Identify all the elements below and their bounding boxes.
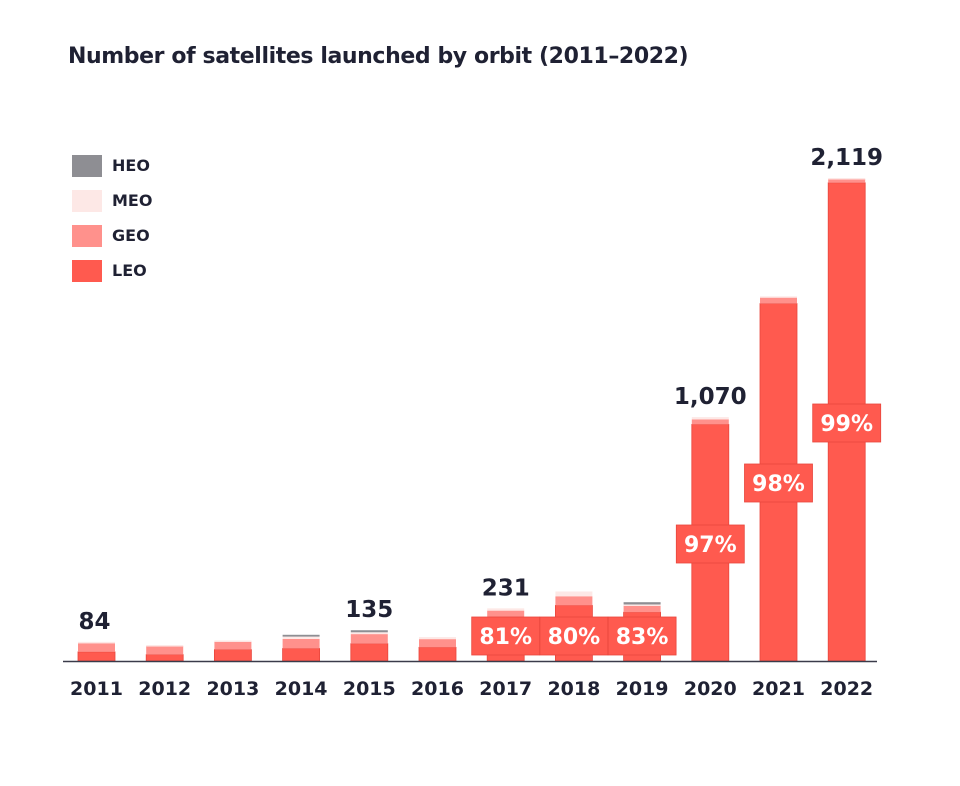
x-tick-label: 2016 [411, 678, 464, 700]
bar-segment-heo-2019 [623, 602, 661, 605]
bar-segment-leo-2011 [77, 651, 116, 662]
leo-share-label-2017: 81% [479, 625, 532, 650]
bar-segment-meo-2011 [78, 641, 115, 644]
legend-item-geo: GEO [72, 218, 152, 253]
bar-segment-meo-2013 [214, 640, 252, 642]
x-tick-label: 2021 [752, 678, 805, 700]
leo-share-label-2022: 99% [820, 412, 873, 437]
bar-segment-geo-2021 [760, 297, 797, 304]
bar-segment-geo-2019 [623, 605, 661, 613]
bar-segment-leo-2013 [213, 649, 252, 662]
legend-swatch-heo [72, 154, 102, 177]
bar-segment-meo-2020 [691, 417, 729, 420]
x-tick-label: 2013 [206, 678, 259, 700]
x-tick-label: 2020 [684, 678, 737, 700]
x-tick-label: 2018 [547, 678, 600, 700]
total-label-2017: 231 [482, 575, 530, 601]
legend-label-leo: LEO [112, 261, 147, 280]
bar-segment-meo-2022 [828, 178, 866, 180]
bar-segment-geo-2014 [282, 638, 320, 649]
bar-segment-heo-2014 [282, 634, 320, 637]
bar-segment-leo-2014 [282, 648, 321, 662]
x-tick-label: 2022 [820, 678, 873, 700]
total-label-2015: 135 [345, 597, 393, 623]
bar-segment-meo-2012 [146, 645, 184, 647]
bar-segment-geo-2018 [555, 596, 593, 606]
leo-share-badge-2018 [539, 616, 609, 656]
bar-segment-heo-2015 [350, 630, 388, 633]
legend-label-meo: MEO [112, 191, 153, 210]
bar-segment-geo-2016 [419, 639, 456, 648]
legend-item-heo: HEO [72, 148, 152, 183]
legend-item-meo: MEO [72, 183, 152, 218]
leo-share-label-2019: 83% [616, 625, 669, 650]
legend-item-leo: LEO [72, 253, 152, 288]
leo-share-badge-2021 [744, 463, 813, 503]
bar-segment-meo-2018 [555, 591, 593, 597]
bar-segment-leo-2016 [418, 646, 457, 662]
x-tick-label: 2011 [70, 678, 123, 700]
legend: HEO MEO GEO LEO [72, 148, 152, 288]
bar-segment-meo-2021 [760, 296, 797, 298]
legend-label-heo: HEO [112, 156, 150, 175]
x-tick-label: 2019 [616, 678, 669, 700]
bar-segment-meo-2015 [350, 632, 388, 635]
leo-share-label-2018: 80% [548, 625, 601, 650]
x-tick-label: 2012 [138, 678, 191, 700]
bar-segment-geo-2022 [828, 178, 866, 183]
leo-share-badge-2019 [607, 616, 677, 656]
bar-segment-meo-2019 [623, 604, 661, 606]
bar-segment-geo-2012 [146, 645, 184, 655]
x-tick-label: 2015 [343, 678, 396, 700]
bar-segment-geo-2011 [78, 643, 115, 652]
total-label-2022: 2,119 [810, 145, 883, 171]
leo-share-badge-2022 [812, 403, 882, 443]
bar-segment-meo-2016 [419, 637, 456, 640]
bar-segment-meo-2017 [487, 608, 525, 611]
bar-segment-geo-2015 [350, 634, 388, 644]
total-label-2020: 1,070 [674, 384, 747, 410]
bar-segment-meo-2014 [282, 636, 320, 639]
x-tick-label: 2014 [275, 678, 328, 700]
legend-label-geo: GEO [112, 226, 150, 245]
bar-segment-geo-2017 [487, 610, 525, 619]
leo-share-badge-2020 [675, 524, 745, 564]
leo-share-label-2020: 97% [684, 533, 737, 558]
leo-share-label-2021: 98% [752, 472, 805, 497]
chart-title: Number of satellites launched by orbit (… [68, 44, 689, 69]
bar-segment-leo-2012 [145, 654, 184, 662]
bar-segment-leo-2015 [350, 643, 389, 662]
bar-segment-geo-2013 [214, 641, 252, 650]
total-label-2011: 84 [78, 609, 110, 635]
legend-swatch-meo [72, 189, 102, 212]
legend-swatch-leo [72, 259, 102, 282]
x-tick-label: 2017 [479, 678, 532, 700]
bar-segment-geo-2020 [691, 419, 729, 425]
legend-swatch-geo [72, 224, 102, 247]
